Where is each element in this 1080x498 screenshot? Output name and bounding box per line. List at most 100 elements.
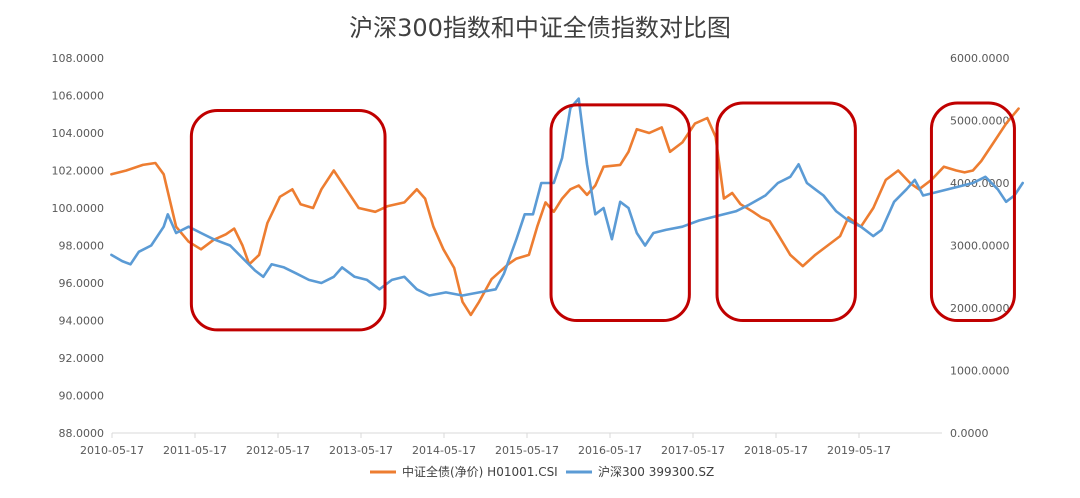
- csi300-index-point: [262, 276, 265, 278]
- csi300-index-point: [602, 207, 605, 209]
- csi300-index-point: [353, 276, 356, 278]
- x-tick-label: 2014-05-17: [412, 444, 476, 457]
- bond-index-point: [291, 188, 294, 191]
- y-right-tick-label: 0.0000: [950, 427, 989, 440]
- csi300-index-point: [494, 288, 497, 291]
- bond-index-point: [490, 278, 493, 281]
- bond-index-point: [200, 248, 202, 251]
- bond-index-point: [826, 244, 829, 247]
- bond-index-point: [955, 169, 958, 172]
- csi300-index-point: [553, 182, 555, 184]
- csi300-index-point: [665, 229, 667, 231]
- csi300-index-point: [561, 157, 563, 159]
- csi300-index-point: [569, 107, 572, 109]
- csi300-index-point: [187, 225, 190, 228]
- csi300-index-point: [789, 176, 792, 178]
- bond-index-point: [669, 151, 671, 153]
- csi300-index-point: [835, 210, 837, 212]
- csi300-index-point: [586, 163, 588, 166]
- csi300-index-point: [735, 210, 738, 212]
- csi300-index-point: [175, 232, 177, 234]
- bond-index-point: [241, 244, 244, 247]
- bond-index-point: [885, 179, 887, 181]
- csi300-index-point: [764, 194, 767, 197]
- csi300-index-point: [391, 279, 393, 281]
- bond-index-point: [162, 173, 165, 176]
- bond-index-point: [125, 169, 128, 172]
- y-right-tick-label: 1000.0000: [950, 365, 1010, 378]
- csi300-index-point: [698, 219, 700, 222]
- bond-index-point: [594, 184, 597, 187]
- bond-index-point: [627, 151, 630, 153]
- bond-index-point: [980, 160, 982, 162]
- bond-index-point: [768, 220, 771, 222]
- bond-index-point: [802, 265, 804, 267]
- csi300-index-point: [806, 182, 808, 184]
- x-tick-label: 2013-05-17: [329, 444, 393, 457]
- csi300-index-line: [110, 97, 1024, 297]
- bond-index-point: [872, 207, 875, 209]
- csi300-index-point: [710, 216, 713, 219]
- csi300-index-point: [478, 291, 480, 294]
- bond-index-point: [424, 197, 426, 200]
- bond-index-point: [847, 216, 850, 219]
- bond-index-point: [432, 225, 435, 228]
- bond-index-point: [839, 235, 841, 237]
- bond-index-point: [723, 197, 725, 200]
- bond-index-point: [972, 169, 974, 172]
- annotations-group: [189, 101, 1016, 332]
- bond-index-point: [187, 240, 190, 243]
- y-left-tick-label: 98.0000: [59, 240, 105, 253]
- y-left-tick-label: 108.0000: [52, 52, 105, 65]
- bond-index-point: [357, 207, 360, 209]
- csi300-index-point: [893, 201, 895, 203]
- x-tick-label: 2012-05-17: [246, 444, 310, 457]
- csi300-index-point: [847, 219, 850, 222]
- x-tick-label: 2010-05-17: [80, 444, 144, 457]
- y-right-tick-label: 5000.0000: [950, 115, 1010, 128]
- bond-index-point: [515, 257, 518, 260]
- csi300-index-point: [777, 182, 779, 184]
- bond-index-point: [577, 184, 580, 187]
- bond-index-point: [312, 207, 314, 209]
- csi300-index-point: [308, 279, 310, 281]
- csi300-index-point: [241, 257, 244, 259]
- series-group: [110, 97, 1024, 317]
- y-right-tick-label: 3000.0000: [950, 240, 1010, 253]
- bond-index-point: [752, 211, 754, 213]
- csi300-index-point: [681, 225, 684, 228]
- csi300-index-point: [333, 276, 335, 278]
- csi300-index-point: [860, 225, 862, 228]
- highlight-box-2: [549, 103, 691, 322]
- bond-index-point: [528, 254, 530, 256]
- y-left-tick-label: 102.0000: [52, 165, 105, 178]
- x-tick-label: 2018-05-17: [744, 444, 808, 457]
- bond-index-point: [636, 128, 638, 130]
- csi300-index-point: [997, 188, 999, 191]
- csi300-index-point: [984, 176, 987, 178]
- bond-index-point: [225, 233, 227, 236]
- bond-index-point: [470, 314, 472, 316]
- bond-index-point: [175, 225, 177, 228]
- csi300-index-point: [577, 97, 580, 100]
- x-tick-label: 2016-05-17: [578, 444, 642, 457]
- csi300-index-point: [972, 182, 974, 184]
- csi300-index-point: [283, 266, 285, 269]
- csi300-index-point: [797, 163, 800, 166]
- csi300-index-point: [1005, 201, 1007, 203]
- csi300-index-point: [515, 238, 518, 240]
- legend-label: 沪深300 399300.SZ: [598, 465, 714, 479]
- bond-index-point: [299, 203, 302, 205]
- y-right-tick-label: 6000.0000: [950, 52, 1010, 65]
- bond-index-point: [1017, 107, 1020, 110]
- csi300-index-point: [229, 244, 231, 247]
- csi300-index-point: [880, 229, 883, 231]
- bond-index-point: [233, 227, 235, 230]
- bond-index-point: [992, 141, 995, 144]
- bond-index-point: [897, 169, 899, 172]
- bond-index-point: [374, 211, 377, 213]
- csi300-index-point: [1021, 182, 1024, 184]
- csi300-index-point: [270, 263, 273, 266]
- csi300-index-point: [254, 269, 256, 272]
